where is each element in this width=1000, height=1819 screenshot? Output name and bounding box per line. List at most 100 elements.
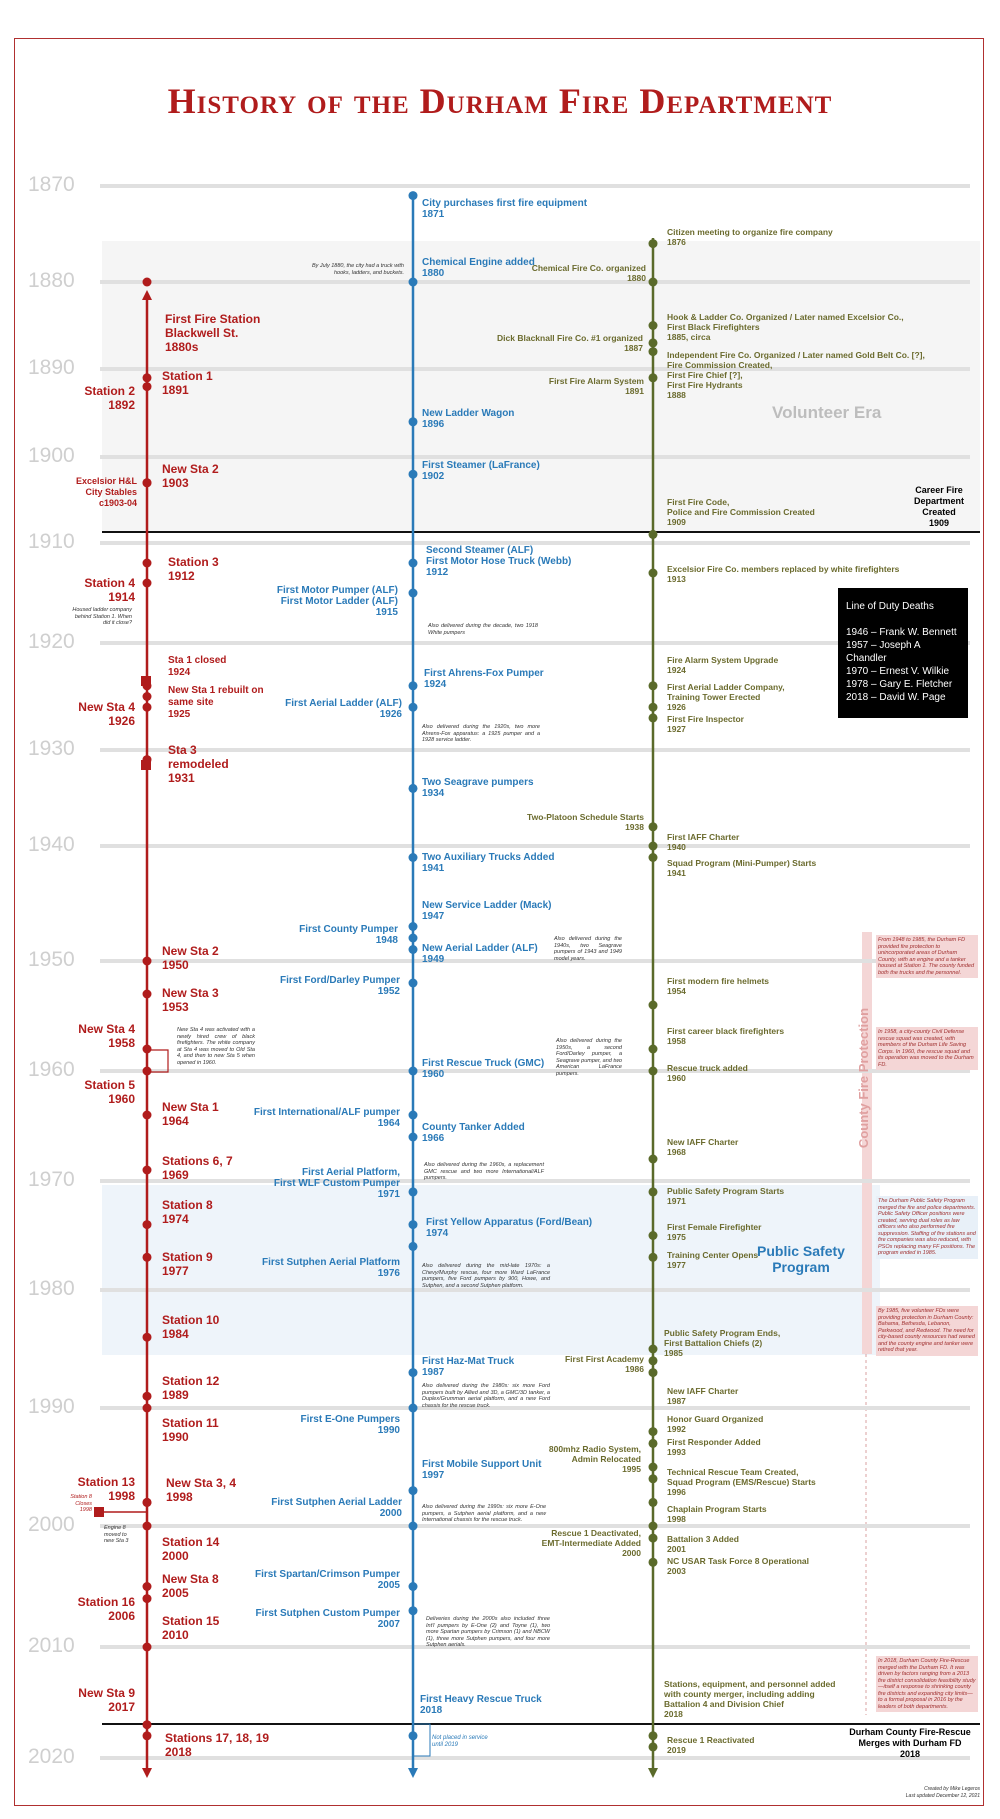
station-event: New Sta 4 1958 <box>78 1022 135 1050</box>
event-dot <box>142 1332 152 1342</box>
org-event: Excelsior Fire Co. members replaced by w… <box>667 564 900 584</box>
year-label: 1900 <box>28 444 75 467</box>
sidenote-public-safety: The Durham Public Safety Program merged … <box>876 1196 978 1259</box>
apparatus-event: First Ford/Darley Pumper 1952 <box>279 975 400 997</box>
merge-label: Durham County Fire-Rescue Merges with Du… <box>849 1727 971 1759</box>
apparatus-event: First Heavy Rescue Truck 2018 <box>420 1694 542 1716</box>
year-label: 1960 <box>28 1058 75 1081</box>
org-event: Fire Alarm System Upgrade 1924 <box>667 655 779 675</box>
event-dot <box>142 277 152 287</box>
event-dot <box>408 853 418 862</box>
event-dot <box>648 1438 658 1448</box>
org-event: First Aerial Ladder Company, Training To… <box>667 682 785 712</box>
org-event: First Fire Inspector 1927 <box>667 714 744 734</box>
org-event: Chemical Fire Co. organized 1880 <box>531 263 646 283</box>
org-event: Squad Program (Mini-Pumper) Starts 1941 <box>667 858 817 878</box>
page-title: History of the Durham Fire Department <box>167 81 833 121</box>
apparatus-event: New Ladder Wagon 1896 <box>422 408 515 430</box>
station-event: Station 2 1892 <box>84 384 135 412</box>
event-dot <box>142 558 152 568</box>
org-event: First Fire Alarm System 1891 <box>548 376 644 396</box>
org-event: New IAFF Charter 1987 <box>667 1386 739 1406</box>
org-event: NC USAR Task Force 8 Operational 2003 <box>667 1556 810 1576</box>
apparatus-event: City purchases first fire equipment 1871 <box>422 198 588 220</box>
line-of-duty-box: Line of Duty Deaths 1946 – Frank W. Benn… <box>838 588 968 718</box>
org-event: Battalion 3 Added 2001 <box>667 1534 739 1554</box>
event-dot <box>648 1368 658 1378</box>
station-event: Station 13 1998 <box>77 1475 135 1503</box>
note-1990s: Also delivered during the 1990s: six mor… <box>422 1504 546 1523</box>
apparatus-event: First Rescue Truck (GMC) 1960 <box>422 1058 545 1080</box>
event-dot <box>648 1000 658 1010</box>
station-event: New Sta 2 1950 <box>162 944 219 972</box>
public-safety-label: Public Safety Program <box>757 1243 845 1275</box>
event-dot <box>408 945 418 954</box>
note-not-placed: Not placed in service until 2019 <box>432 1735 488 1748</box>
volunteer-era-band <box>102 241 980 531</box>
event-dot <box>648 239 658 249</box>
event-dot <box>408 1132 418 1142</box>
station-event: Station 3 1912 <box>168 555 219 583</box>
note-1980s: Also delivered during the 1980s: six mor… <box>422 1383 550 1409</box>
event-dot <box>648 822 658 832</box>
event-dot <box>648 1474 658 1484</box>
org-event: Rescue truck added 1960 <box>667 1063 748 1083</box>
year-label: 1980 <box>28 1277 75 1300</box>
org-event: Citizen meeting to organize fire company… <box>667 227 833 247</box>
event-dot <box>408 417 418 427</box>
org-event: Independent Fire Co. Organized / Later n… <box>667 350 925 400</box>
event-dot <box>408 1582 418 1591</box>
event-dot <box>142 1497 152 1507</box>
event-dot <box>408 783 418 793</box>
note-2000s: Deliveries during the 2000s also include… <box>426 1616 550 1648</box>
lodd-entry: 1957 – Joseph A Chandler <box>846 640 920 664</box>
station-event: Station 14 2000 <box>162 1535 220 1563</box>
event-dot <box>142 373 152 383</box>
event-dot <box>142 1165 152 1175</box>
county-protection-band <box>862 932 872 1354</box>
apparatus-event: First Sutphen Custom Pumper 2007 <box>255 1608 400 1630</box>
apparatus-event: Second Steamer (ALF) First Motor Hose Tr… <box>426 545 572 578</box>
event-dot <box>648 1742 658 1752</box>
apparatus-event: New Aerial Ladder (ALF) 1949 <box>422 943 538 965</box>
page-frame <box>14 38 984 1806</box>
event-dot <box>648 702 658 712</box>
event-dot <box>648 1497 658 1507</box>
org-event: Public Safety Program Ends, First Battal… <box>664 1328 781 1358</box>
sidenote-county: From 1948 to 1985, the Durham FD provide… <box>876 935 978 978</box>
apparatus-event: First Aerial Platform, First WLF Custom … <box>273 1167 400 1200</box>
apparatus-event: First International/ALF pumper 1964 <box>253 1107 400 1129</box>
sidenote-rescue: In 1958, a city-county Civil Defense res… <box>876 1027 978 1070</box>
event-dot <box>408 978 418 988</box>
apparatus-event: First Sutphen Aerial Ladder 2000 <box>271 1497 402 1519</box>
event-dot <box>648 568 658 578</box>
org-event: First modern fire helmets 1954 <box>667 976 770 996</box>
event-dot <box>408 1187 418 1197</box>
event-dot <box>648 321 658 330</box>
sidenote-volunteer: By 1985, five volunteer FDs were providi… <box>876 1306 978 1356</box>
station-event: New Sta 3, 4 1998 <box>166 1476 237 1504</box>
event-dot <box>142 1066 152 1076</box>
event-dot <box>648 338 658 348</box>
apparatus-event: First County Pumper 1948 <box>299 924 398 946</box>
org-event: Chaplain Program Starts 1998 <box>667 1504 767 1524</box>
apparatus-event: County Tanker Added 1966 <box>422 1122 525 1144</box>
lodd-entry: 1970 – Ernest V. Wilkie <box>846 666 950 677</box>
note-1940s: Also delivered during the 1940s, two Sea… <box>554 936 622 962</box>
station-event: New Sta 3 1953 <box>162 986 219 1014</box>
event-dot <box>408 191 418 201</box>
event-dot <box>648 529 658 539</box>
apparatus-event: Two Seagrave pumpers 1934 <box>422 777 534 799</box>
event-dot <box>408 469 418 479</box>
event-dot <box>142 1720 152 1730</box>
lodd-entry: 2018 – David W. Page <box>846 692 946 703</box>
station-event: New Sta 8 2005 <box>162 1572 219 1600</box>
event-dot <box>648 1427 658 1437</box>
year-label: 1950 <box>28 948 75 971</box>
station-event: Station 15 2010 <box>162 1614 220 1642</box>
note-engine8: Engine 8 moved to new Sta 3 <box>104 1525 129 1544</box>
event-dot <box>408 922 418 931</box>
station-event: Station 8 1974 <box>162 1198 213 1226</box>
event-dot <box>142 1252 152 1262</box>
